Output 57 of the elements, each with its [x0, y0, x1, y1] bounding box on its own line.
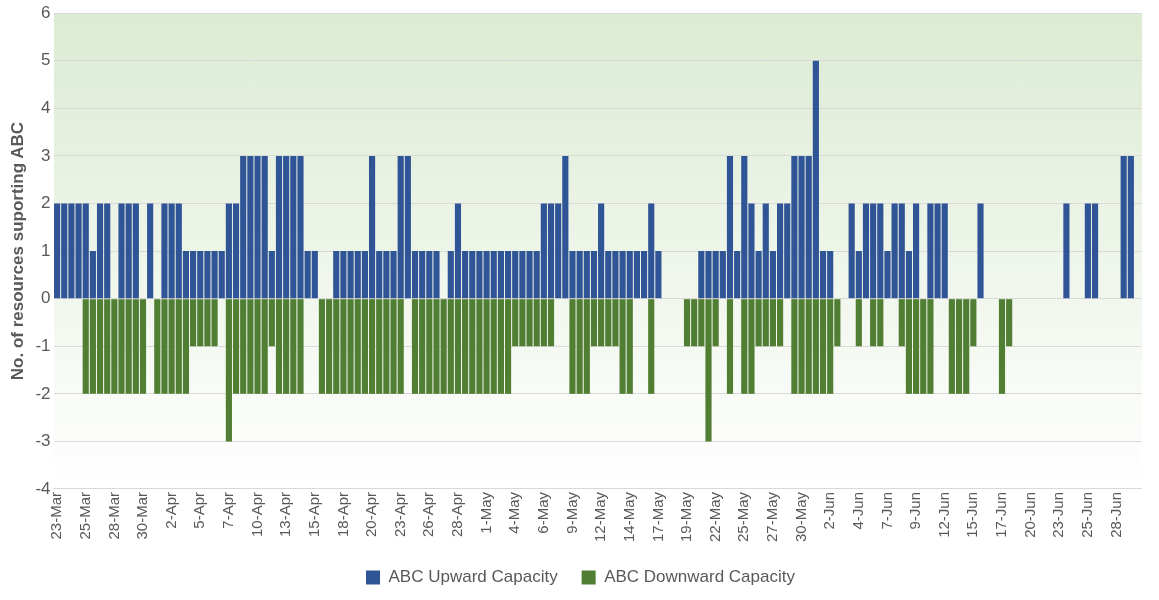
y-tick-label: 6 [41, 2, 51, 22]
x-tick-label: 19-May [677, 491, 695, 543]
y-tick-label: 5 [41, 50, 51, 70]
bar [648, 299, 655, 394]
x-tick-label: 15-Jun [963, 491, 981, 538]
x-tick-label: 2-Jun [820, 491, 838, 530]
x-tick-label: 5-Apr [190, 491, 208, 529]
x-tick-label: 6-May [534, 491, 551, 534]
x-tick-label: 23-Apr [390, 491, 408, 538]
x-tick-label: 9-May [562, 491, 580, 534]
x-tick-label: 18-Apr [333, 491, 351, 538]
y-tick-label: -4 [35, 478, 51, 498]
x-tick-label: 20-Apr [362, 491, 380, 538]
x-tick-label: 10-Apr [247, 491, 265, 538]
bar [855, 299, 862, 347]
x-tick-label: 15-Apr [304, 491, 322, 538]
legend-label: ABC Upward Capacity [388, 567, 559, 587]
x-tick-label: 2-Apr [161, 491, 179, 529]
x-tick-label: 7-Apr [219, 491, 237, 529]
x-tick-label: 17-May [648, 491, 666, 543]
x-tick-label: 1-May [476, 491, 494, 534]
y-tick-label: 4 [41, 98, 51, 118]
x-tick-label: 30-May [791, 491, 809, 543]
x-tick-label: 25-May [734, 491, 752, 543]
x-tick-label: 30-Mar [133, 491, 151, 540]
x-tick-label: 12-Jun [934, 491, 952, 538]
y-tick-label: -2 [35, 383, 51, 403]
x-tick-label: 17-Jun [992, 491, 1010, 538]
y-axis-title: No. of resources suporting ABC [7, 122, 27, 381]
x-tick-label: 23-Jun [1049, 491, 1067, 538]
x-tick-label: 26-Apr [419, 491, 437, 538]
bar [977, 203, 984, 299]
y-tick-label: -1 [35, 335, 51, 355]
x-tick-label: 12-May [591, 491, 609, 543]
x-tick-label: 14-May [619, 491, 637, 543]
x-tick-label: 28-Jun [1106, 491, 1124, 538]
y-tick-label: 2 [41, 193, 51, 213]
x-tick-label: 27-May [763, 491, 781, 543]
x-tick-label: 28-Mar [104, 491, 122, 540]
y-tick-label: 1 [41, 240, 51, 260]
y-tick-label: 0 [41, 288, 51, 308]
x-tick-label: 25-Jun [1078, 491, 1096, 538]
x-tick-label: 4-May [505, 491, 523, 534]
y-tick-label: 3 [41, 145, 51, 165]
x-tick-label: 7-Jun [877, 491, 895, 530]
y-tick-label: -3 [35, 431, 51, 451]
x-tick-label: 25-Mar [75, 491, 93, 540]
x-tick-label: 20-Jun [1020, 491, 1038, 538]
legend-label: ABC Downward Capacity [604, 567, 796, 587]
x-tick-label: 22-May [705, 491, 723, 543]
bar [147, 203, 154, 299]
x-tick-label: 9-Jun [906, 491, 924, 530]
x-tick-label: 13-Apr [276, 491, 294, 538]
x-tick-label: 28-Apr [448, 491, 466, 538]
bar [726, 299, 734, 394]
x-tick-label: 4-Jun [848, 491, 866, 530]
bar [1063, 203, 1070, 299]
